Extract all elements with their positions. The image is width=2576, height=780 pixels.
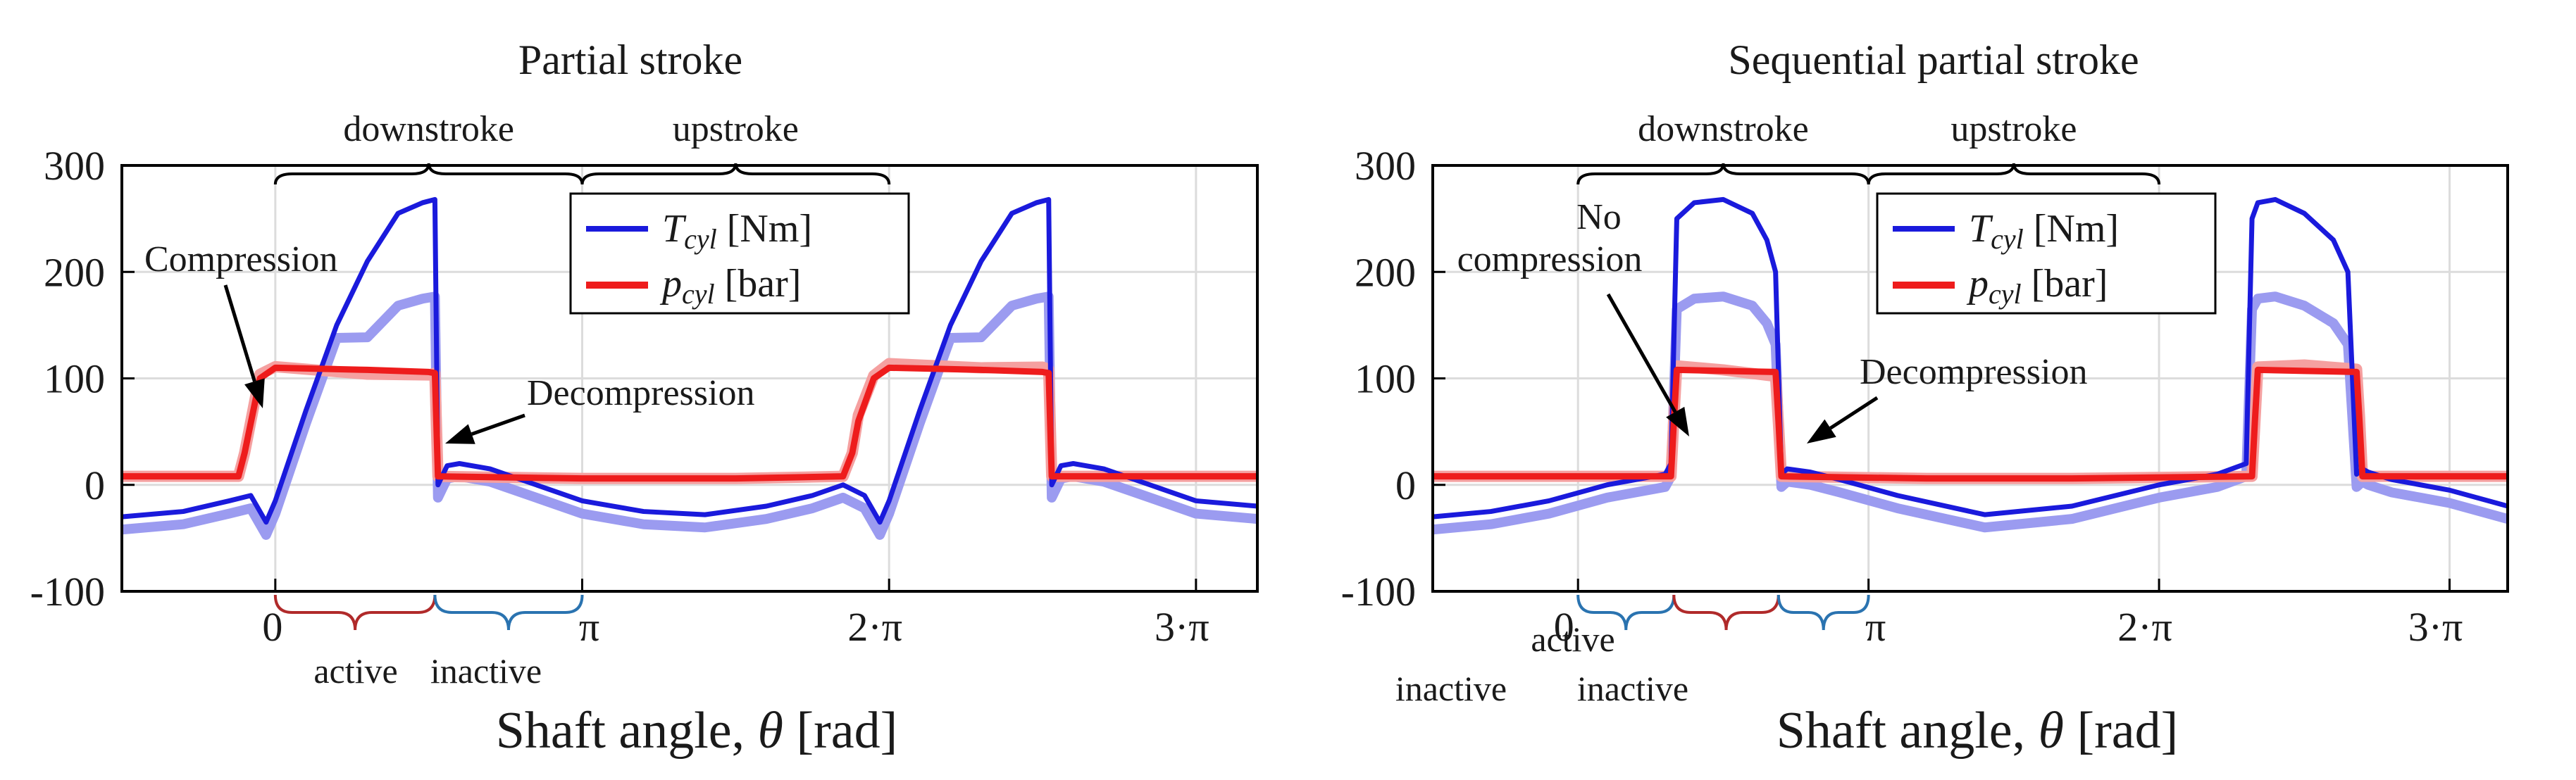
series-line-torque-measured [121,291,1258,540]
series-line-pressure [1433,366,2508,482]
x-axis-label-unit: [rad] [2064,702,2178,760]
panel-sequential-partial-stroke: Sequential partial stroke -100 0 100 200 300 0… [1341,37,2509,760]
label-inactive-left: inactive [1395,669,1507,708]
y-tick-label: -100 [30,569,105,615]
x-axis-label: Shaft angle, θ [rad] [1777,702,2179,760]
x-tick-label: π [579,604,599,650]
y-tick-label: 0 [1395,463,1416,508]
legend-unit: [Nm] [717,207,812,251]
legend-symbol: p [659,262,682,306]
x-tick-label: π [1865,604,1886,650]
brace-inactive [433,594,584,631]
y-tick-label: 0 [85,463,105,508]
x-axis-label-prefix: Shaft angle, [1777,702,2039,760]
chart-title: Partial stroke [518,37,742,83]
arrow-shaft [1829,396,1879,430]
label-inactive: inactive [430,651,542,691]
legend-symbol: T [662,207,687,251]
annotation-compression: Compression [144,239,337,279]
arrow-shaft [471,413,525,436]
annotation-no-compression-line2: compression [1457,239,1643,279]
annotation-decompression: Decompression [1860,352,2087,392]
x-axis-label-symbol: θ [2039,702,2064,760]
legend-subscript: cyl [682,278,715,310]
y-tick-label: 300 [1355,143,1416,189]
label-downstroke: downstroke [343,109,514,149]
panel-partial-stroke: Partial stroke -100 0 100 200 300 0 π 2·π 3·π Shaf… [30,37,1259,760]
x-tick-label: 2·π [847,604,902,650]
brace-upstroke [1867,163,2161,185]
y-tick-label: 200 [44,249,105,295]
x-tick-label: 2·π [2117,604,2172,650]
arrow-no-compression [1606,293,1689,436]
label-active: active [313,651,397,691]
label-upstroke: upstroke [673,109,799,149]
legend-symbol: T [1969,207,1993,251]
series-line-torque-measured [1432,291,2509,535]
chart-title: Sequential partial stroke [1728,37,2139,83]
legend-label-pressure: pcyl [bar] [659,262,801,310]
arrow-head [445,424,475,444]
arrow-decompression [1807,396,1879,444]
x-tick-label: 3·π [1155,604,1209,650]
legend-unit: [bar] [715,262,802,306]
arrow-head [1807,419,1836,444]
y-tick-label: -100 [1341,569,1416,615]
legend-label-torque: Tcyl [Nm] [1969,207,2119,255]
brace-inactive-right [1777,594,1870,631]
series-line-torque [1432,196,2508,520]
brace-upstroke [580,163,891,185]
legend-label-pressure: pcyl [bar] [1966,262,2108,310]
brace-active [273,594,437,631]
legend-subscript: cyl [1991,223,2024,255]
legend: Tcyl [Nm] pcyl [bar] [569,192,910,315]
legend-box [569,192,910,315]
x-tick-label: 0 [1554,604,1574,650]
brace-downstroke [1576,163,1870,185]
x-axis-label-unit: [rad] [783,702,897,760]
legend-unit: [bar] [2022,262,2108,306]
arrow-head [1666,406,1689,436]
legend: Tcyl [Nm] pcyl [bar] [1876,192,2217,315]
y-tick-label: 100 [1355,356,1416,402]
x-axis-label: Shaft angle, θ [rad] [496,702,898,760]
x-axis-label-symbol: θ [758,702,783,760]
legend-subscript: cyl [1989,278,2022,310]
x-axis-label-prefix: Shaft angle, [496,702,758,760]
x-tick-label: 3·π [2408,604,2463,650]
label-upstroke: upstroke [1950,109,2077,149]
legend-unit: [Nm] [2024,207,2119,251]
arrow-decompression [445,413,525,444]
legend-box [1876,192,2217,315]
label-inactive-right: inactive [1577,669,1688,708]
legend-subscript: cyl [684,223,717,255]
annotation-no-compression-line1: No [1576,197,1622,237]
series-line-pressure [122,364,1257,482]
brace-inactive-left [1576,594,1676,631]
arrow-compression [223,284,265,408]
label-active: active [1531,619,1614,659]
label-downstroke: downstroke [1638,109,1809,149]
y-tick-label: 200 [1355,249,1416,295]
legend-label-torque: Tcyl [Nm] [662,207,812,255]
arrow-shaft [223,284,256,382]
y-tick-label: 100 [44,356,105,402]
annotation-decompression: Decompression [527,373,754,413]
brace-active [1672,594,1780,631]
arrow-shaft [1606,293,1677,413]
arrow-head [244,378,265,408]
y-tick-label: 300 [44,143,105,189]
legend-symbol: p [1966,262,1989,306]
x-tick-label: 0 [262,604,282,650]
brace-downstroke [273,163,584,185]
